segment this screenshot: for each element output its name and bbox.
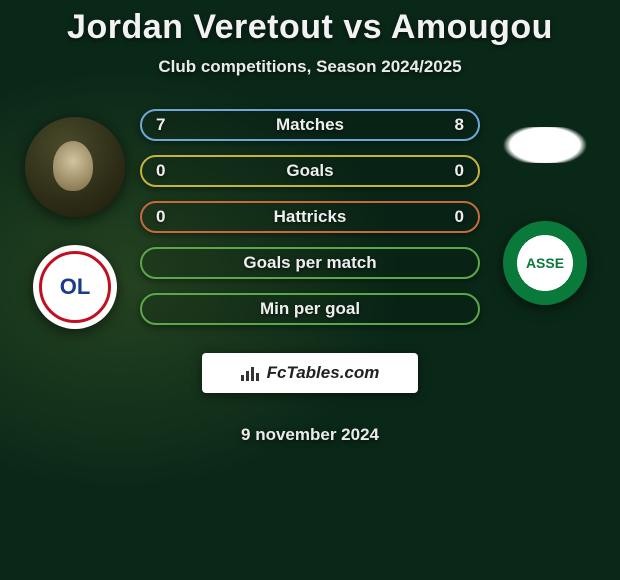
stat-label: Hattricks <box>274 207 347 227</box>
comparison-row: 7 Matches 8 0 Goals 0 0 Hattricks 0 Goal… <box>0 109 620 445</box>
date-label: 9 november 2024 <box>241 425 379 445</box>
stat-label: Matches <box>276 115 344 135</box>
stat-left-value: 7 <box>156 115 165 135</box>
subtitle: Club competitions, Season 2024/2025 <box>158 57 461 77</box>
left-player-col <box>15 109 135 329</box>
left-player-avatar <box>25 117 125 217</box>
stat-row-matches: 7 Matches 8 <box>140 109 480 141</box>
stat-row-hattricks: 0 Hattricks 0 <box>140 201 480 233</box>
stat-right-value: 0 <box>455 207 464 227</box>
stat-row-min-per-goal: Min per goal <box>140 293 480 325</box>
stat-left-value: 0 <box>156 161 165 181</box>
page-title: Jordan Veretout vs Amougou <box>67 8 553 47</box>
left-club-badge <box>33 245 117 329</box>
bar-chart-icon <box>241 365 261 381</box>
stat-row-goals-per-match: Goals per match <box>140 247 480 279</box>
right-club-badge <box>503 221 587 305</box>
content-root: Jordan Veretout vs Amougou Club competit… <box>0 0 620 445</box>
stat-left-value: 0 <box>156 207 165 227</box>
right-player-col <box>485 109 605 305</box>
stat-row-goals: 0 Goals 0 <box>140 155 480 187</box>
brand-text: FcTables.com <box>267 363 380 383</box>
stat-label: Goals <box>286 161 333 181</box>
stat-label: Min per goal <box>260 299 360 319</box>
stats-column: 7 Matches 8 0 Goals 0 0 Hattricks 0 Goal… <box>135 109 485 445</box>
stat-right-value: 0 <box>455 161 464 181</box>
right-player-avatar <box>497 127 593 163</box>
stat-label: Goals per match <box>243 253 376 273</box>
stat-right-value: 8 <box>455 115 464 135</box>
brand-box[interactable]: FcTables.com <box>202 353 418 393</box>
